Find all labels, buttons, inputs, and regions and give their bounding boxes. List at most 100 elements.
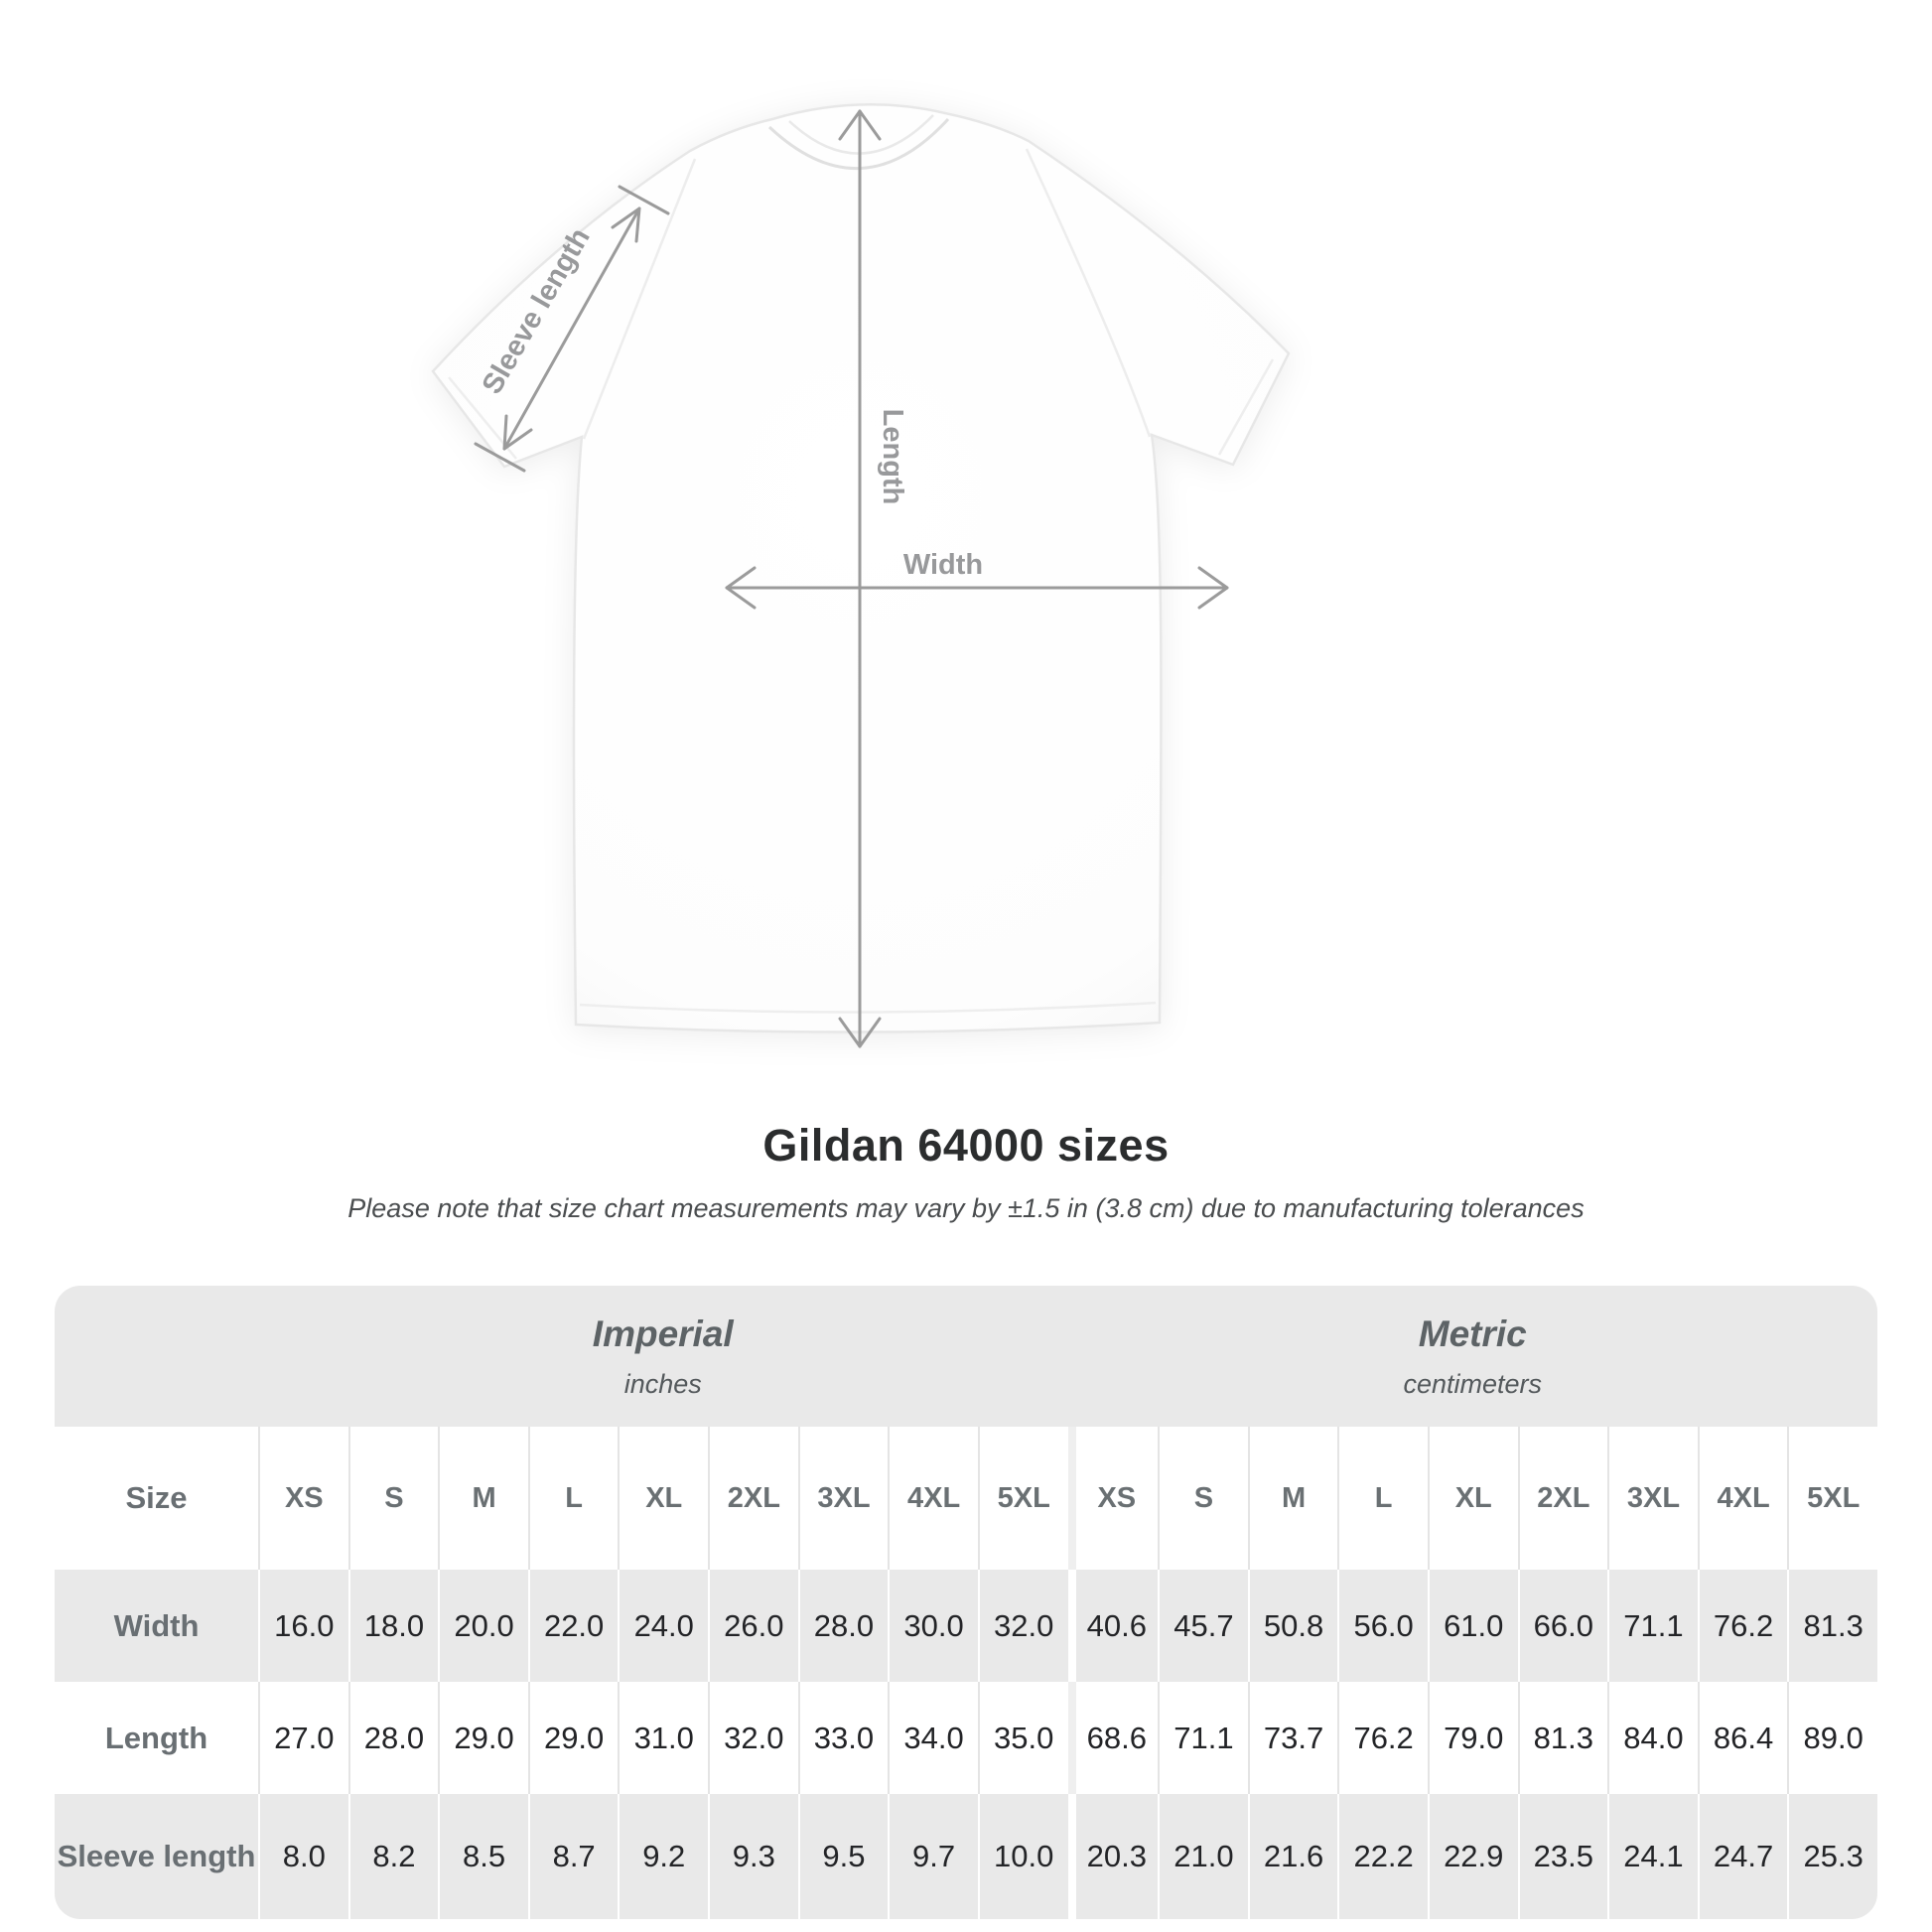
value: 9.3 [732,1839,775,1873]
title-block: Gildan 64000 sizes Please note that size… [0,1120,1932,1224]
row-label: Length [104,1720,208,1755]
size-header-label: S [384,1481,404,1514]
value: 10.0 [994,1839,1054,1873]
value-cell: 8.0 [258,1794,348,1919]
size-header-cell: 3XL [1607,1427,1698,1570]
value: 33.0 [813,1720,875,1755]
value-cell: 9.7 [888,1794,978,1919]
value: 8.5 [462,1839,506,1873]
value-cell: 31.0 [618,1682,708,1794]
size-header-cell: S [1158,1427,1248,1570]
table-row-sleeve-length: Sleeve length 8.0 8.2 8.5 8.7 9.2 9.3 9.… [55,1794,1877,1919]
value-cell: 68.6 [1067,1682,1159,1794]
value: 86.4 [1713,1720,1774,1755]
size-header-label: XS [1097,1481,1137,1514]
value-cell: 24.1 [1607,1794,1698,1919]
value-cell: 89.0 [1787,1682,1877,1794]
value-cell: 30.0 [888,1570,978,1682]
size-header-cell: M [1247,1427,1338,1570]
value: 66.0 [1533,1607,1594,1643]
table-row-width: Width 16.0 18.0 20.0 22.0 24.0 26.0 28.0… [55,1570,1877,1682]
collar-inner-line [788,114,934,155]
value: 71.1 [1173,1720,1234,1755]
value: 34.0 [903,1720,964,1755]
size-header-cell: M [438,1427,528,1570]
size-header-label: XL [1454,1481,1492,1514]
value: 68.6 [1086,1720,1147,1755]
metric-label: Metric [1418,1312,1527,1354]
metric-header: Metric centimeters [1067,1286,1877,1427]
value: 9.2 [642,1839,686,1873]
value-cell: 76.2 [1337,1682,1428,1794]
row-label-cell: Sleeve length [55,1794,258,1919]
size-header-label: 2XL [727,1481,780,1514]
left-sleeve-seam [582,158,697,440]
value-cell: 84.0 [1607,1682,1698,1794]
tolerance-note: Please note that size chart measurements… [347,1193,1585,1223]
value: 84.0 [1623,1720,1684,1755]
size-header-cell: S [347,1427,439,1570]
value: 8.7 [552,1839,596,1873]
value-cell: 56.0 [1337,1570,1428,1682]
value-cell: 24.7 [1697,1794,1788,1919]
value: 71.1 [1623,1607,1684,1643]
value-cell: 24.0 [618,1570,709,1682]
size-header-label: 5XL [997,1481,1050,1514]
right-cuff-stitch [1217,358,1275,456]
value-cell: 10.0 [977,1794,1068,1919]
value-cell: 8.2 [347,1794,439,1919]
unit-header-spacer [55,1286,258,1427]
value-cell: 9.5 [797,1794,889,1919]
length-label: Length [877,409,908,505]
value-cell: 25.3 [1787,1794,1877,1919]
imperial-unit: inches [623,1368,702,1399]
value-cell: 50.8 [1247,1570,1338,1682]
value: 76.2 [1713,1607,1774,1643]
value: 9.5 [822,1839,866,1873]
value: 50.8 [1263,1607,1324,1643]
table-row-length: Length 27.0 28.0 29.0 29.0 31.0 32.0 33.… [55,1682,1877,1794]
size-header-label: XL [645,1481,683,1514]
size-header-cell: XS [258,1427,348,1570]
value: 24.7 [1713,1839,1774,1873]
size-header-cell: 4XL [1697,1427,1788,1570]
value: 24.0 [633,1607,694,1643]
size-header-row: Size XS S M L XL 2XL 3XL 4XL 5XL XS S M … [55,1427,1877,1570]
value: 35.0 [994,1720,1054,1755]
value-cell: 9.3 [708,1794,798,1919]
size-header-cell: XL [618,1427,708,1570]
value: 45.7 [1173,1607,1234,1643]
value-cell: 71.1 [1607,1570,1698,1682]
value: 32.0 [724,1720,784,1755]
size-header-label: L [1374,1481,1393,1514]
value: 81.3 [1533,1720,1594,1755]
value-cell: 29.0 [438,1682,528,1794]
sleeve-length-arrow [474,185,670,473]
value-cell: 23.5 [1517,1794,1608,1919]
value-cell: 20.3 [1067,1794,1159,1919]
size-header-label: XS [284,1481,324,1514]
value: 23.5 [1533,1839,1594,1873]
value-cell: 26.0 [708,1570,798,1682]
value: 81.3 [1803,1607,1863,1643]
value-cell: 20.0 [438,1570,528,1682]
size-header-label: M [1281,1481,1307,1514]
value: 61.0 [1444,1607,1504,1643]
value-cell: 40.6 [1067,1570,1159,1682]
size-header-cell: XL [1427,1427,1518,1570]
value: 56.0 [1353,1607,1414,1643]
value-cell: 22.9 [1427,1794,1518,1919]
value: 40.6 [1086,1607,1147,1643]
value: 29.0 [543,1720,605,1755]
size-header-label: 4XL [1717,1481,1770,1514]
size-header-label: 3XL [1626,1481,1681,1514]
value-cell: 35.0 [977,1682,1068,1794]
row-label: Width [113,1607,200,1643]
value: 9.7 [912,1839,956,1873]
value-cell: 8.7 [527,1794,619,1919]
value: 73.7 [1263,1720,1324,1755]
value: 25.3 [1803,1839,1863,1873]
value: 21.6 [1263,1839,1324,1873]
unit-header-row: Imperial inches Metric centimeters [55,1286,1877,1427]
